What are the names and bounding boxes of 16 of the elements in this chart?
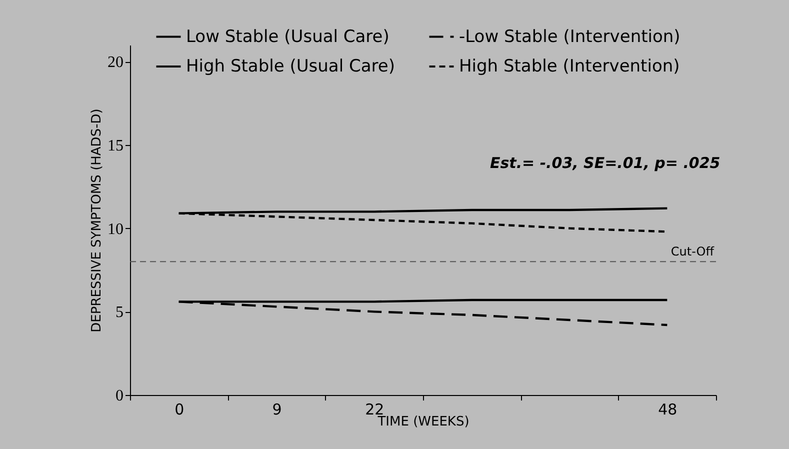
- legend-label: -Low Stable (Intervention): [459, 26, 680, 47]
- legend-label: High Stable (Intervention): [459, 56, 680, 76]
- legend-label: High Stable (Usual Care): [186, 56, 395, 76]
- y-axis-title: DEPRESSIVE SYMPTOMS (HADS-D): [90, 108, 104, 332]
- x-axis-title: TIME (WEEKS): [376, 414, 470, 430]
- x-tick-label: 48: [658, 400, 678, 418]
- ref-line-label: Cut-Off: [670, 244, 715, 259]
- y-tick-label: 10: [108, 220, 124, 238]
- x-tick-label: 0: [174, 400, 184, 418]
- x-tick-label: 9: [272, 400, 282, 418]
- y-tick-label: 0: [116, 388, 124, 404]
- annotation: Est.= -.03, SE=.01, p= .025: [490, 154, 720, 172]
- y-tick-label: 20: [108, 54, 124, 72]
- y-tick-label: 5: [116, 304, 124, 322]
- legend-label: Low Stable (Usual Care): [186, 26, 390, 47]
- y-tick-label: 15: [108, 138, 124, 154]
